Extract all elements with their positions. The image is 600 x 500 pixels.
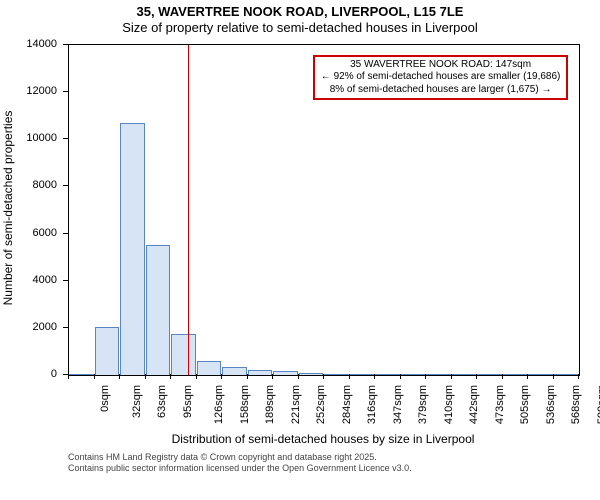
title-line-1: 35, WAVERTREE NOOK ROAD, LIVERPOOL, L15 … [0, 4, 600, 20]
x-tick-mark [221, 374, 222, 379]
x-tick-label: 126sqm [213, 385, 225, 424]
title-line-2: Size of property relative to semi-detach… [0, 20, 600, 36]
histogram-bar [95, 327, 120, 375]
x-tick-mark [400, 374, 401, 379]
x-tick-label: 379sqm [417, 385, 429, 424]
x-tick-mark [247, 374, 248, 379]
credits-line-1: Contains HM Land Registry data © Crown c… [68, 452, 412, 463]
x-tick-label: 95sqm [182, 385, 194, 418]
x-tick-mark [170, 374, 171, 379]
x-tick-label: 252sqm [315, 385, 327, 424]
y-tick-mark [63, 138, 68, 139]
x-tick-mark [272, 374, 273, 379]
x-tick-mark [68, 374, 69, 379]
histogram-bar [426, 374, 451, 375]
histogram-bar [528, 374, 553, 375]
x-tick-mark [349, 374, 350, 379]
credits-line-2: Contains public sector information licen… [68, 463, 412, 474]
histogram-bar [477, 374, 502, 375]
histogram-bar [324, 374, 349, 375]
y-tick-mark [63, 91, 68, 92]
x-tick-mark [119, 374, 120, 379]
x-tick-label: 568sqm [570, 385, 582, 424]
x-tick-label: 505sqm [519, 385, 531, 424]
x-tick-label: 0sqm [99, 385, 111, 412]
histogram-bar [350, 374, 375, 375]
plot-area: 35 WAVERTREE NOOK ROAD: 147sqm ← 92% of … [68, 44, 580, 376]
x-tick-label: 316sqm [366, 385, 378, 424]
x-tick-mark [553, 374, 554, 379]
x-tick-mark [527, 374, 528, 379]
x-tick-label: 347sqm [392, 385, 404, 424]
histogram-bar [69, 374, 94, 375]
x-axis-title: Distribution of semi-detached houses by … [68, 432, 578, 446]
histogram-bar [452, 374, 477, 375]
x-tick-mark [502, 374, 503, 379]
y-tick-mark [63, 233, 68, 234]
y-tick-mark [63, 185, 68, 186]
histogram-bar [171, 334, 196, 375]
histogram-bar [146, 245, 171, 375]
histogram-bar [120, 123, 145, 375]
x-tick-label: 63sqm [156, 385, 168, 418]
x-tick-label: 189sqm [264, 385, 276, 424]
x-tick-label: 442sqm [468, 385, 480, 424]
histogram-bar [222, 367, 247, 375]
annotation-box: 35 WAVERTREE NOOK ROAD: 147sqm ← 92% of … [313, 55, 569, 101]
x-tick-label: 410sqm [443, 385, 455, 424]
y-tick-mark [63, 327, 68, 328]
x-tick-mark [94, 374, 95, 379]
x-tick-mark [578, 374, 579, 379]
annotation-line-3: 8% of semi-detached houses are larger (1… [321, 84, 561, 97]
x-tick-label: 536sqm [545, 385, 557, 424]
histogram-bar [197, 361, 222, 375]
x-tick-mark [298, 374, 299, 379]
histogram-bar [554, 374, 579, 375]
histogram-bar [503, 374, 528, 375]
histogram-bar [299, 373, 324, 375]
reference-line [188, 45, 189, 375]
x-tick-label: 284sqm [341, 385, 353, 424]
x-tick-label: 221sqm [290, 385, 302, 424]
histogram-bar [273, 371, 298, 375]
histogram-bar [401, 374, 426, 375]
x-tick-mark [451, 374, 452, 379]
x-tick-mark [425, 374, 426, 379]
annotation-line-2: ← 92% of semi-detached houses are smalle… [321, 71, 561, 84]
chart-title: 35, WAVERTREE NOOK ROAD, LIVERPOOL, L15 … [0, 0, 600, 37]
y-tick-mark [63, 44, 68, 45]
histogram-bar [248, 370, 273, 375]
x-tick-mark [145, 374, 146, 379]
x-tick-label: 32sqm [131, 385, 143, 418]
x-tick-mark [476, 374, 477, 379]
histogram-bar [375, 374, 400, 375]
y-axis-title: Number of semi-detached properties [1, 43, 15, 373]
x-tick-label: 473sqm [494, 385, 506, 424]
x-tick-mark [323, 374, 324, 379]
annotation-line-1: 35 WAVERTREE NOOK ROAD: 147sqm [321, 59, 561, 72]
credits: Contains HM Land Registry data © Crown c… [68, 452, 412, 475]
y-tick-mark [63, 280, 68, 281]
x-tick-label: 599sqm [596, 385, 600, 424]
x-tick-mark [374, 374, 375, 379]
x-tick-label: 158sqm [239, 385, 251, 424]
x-tick-mark [196, 374, 197, 379]
